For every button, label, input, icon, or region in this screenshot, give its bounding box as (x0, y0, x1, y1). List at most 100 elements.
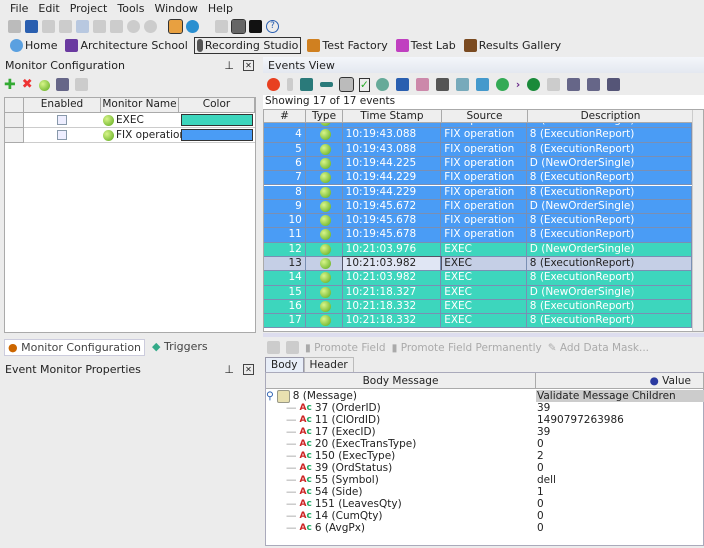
refresh-icon[interactable] (375, 78, 389, 91)
color-swatch[interactable] (181, 129, 253, 141)
tree-node-field[interactable]: — Ac 39 (OrdStatus) (286, 462, 393, 474)
perspective-test-factory[interactable]: Test Factory (305, 38, 389, 53)
event-row[interactable]: 12 10:21:03.976 EXEC D (NewOrderSingle) (264, 242, 692, 257)
forward-icon[interactable] (144, 20, 157, 33)
project-icon[interactable] (168, 19, 183, 34)
event-row[interactable]: 16 10:21:18.332 EXEC 8 (ExecutionReport) (264, 299, 692, 315)
tree-node-field[interactable]: — Ac 6 (AvgPx) (286, 522, 366, 534)
column-source[interactable]: Source (442, 110, 528, 123)
perspective-home[interactable]: Home (8, 38, 59, 53)
menu-edit[interactable]: Edit (38, 2, 60, 15)
add-monitor-icon[interactable]: ✚ (4, 76, 16, 93)
column-enabled[interactable]: Enabled (24, 98, 101, 113)
properties-icon[interactable] (607, 78, 621, 91)
event-row[interactable]: 7 10:19:44.229 FIX operation 8 (ExecutionRe… (264, 171, 692, 186)
filter-icon[interactable] (300, 78, 313, 91)
close-icon[interactable]: ✕ (243, 363, 254, 375)
export-icon[interactable] (587, 78, 601, 91)
menu-window[interactable]: Window (154, 2, 198, 15)
event-row[interactable]: 6 10:19:44.225 FIX operation D (NewOrderSin… (264, 156, 692, 172)
perspective-architecture-school[interactable]: Architecture School (63, 38, 189, 53)
event-row[interactable]: 17 10:21:18.332 EXEC 8 (ExecutionReport) (264, 314, 692, 329)
lock-icon[interactable] (339, 77, 354, 92)
user-icon[interactable] (215, 20, 228, 33)
column-number[interactable]: # (264, 110, 306, 123)
briefcase-icon[interactable] (249, 20, 262, 33)
column-timestamp[interactable]: Time Stamp (343, 110, 442, 123)
tree-node-field[interactable]: — Ac 20 (ExecTransType) (286, 438, 417, 450)
event-row[interactable]: 13 10:21:03.982 EXEC 8 (ExecutionReport) (264, 255, 692, 273)
pin-icon[interactable]: ⊥ (224, 362, 234, 376)
enabled-checkbox[interactable] (57, 115, 67, 125)
save-icon[interactable] (25, 20, 38, 33)
copy-icon[interactable] (76, 20, 89, 33)
tree-node-message[interactable]: ⚲ 8 (Message) (266, 389, 357, 403)
copy-icon[interactable] (495, 78, 509, 91)
paste-icon[interactable] (93, 20, 106, 33)
back-icon[interactable] (127, 20, 140, 33)
event-row[interactable]: 4 10:19:43.088 FIX operation 8 (ExecutionRe… (264, 128, 692, 143)
color-swatch[interactable] (181, 114, 253, 126)
menu-file[interactable]: File (10, 2, 29, 15)
menu-project[interactable]: Project (69, 2, 108, 15)
export-icon[interactable] (74, 78, 88, 91)
delete-icon[interactable] (110, 20, 123, 33)
promote-field-permanently-button[interactable]: ▮ Promote Field Permanently (391, 341, 542, 354)
chart-icon[interactable] (455, 78, 469, 91)
globe-icon[interactable] (186, 20, 199, 33)
tree-node-field[interactable]: — Ac 17 (ExecID) (286, 426, 376, 438)
tab-body[interactable]: Body (265, 357, 304, 372)
column-color[interactable]: Color (179, 98, 255, 113)
delete-monitor-icon[interactable]: ✖ (21, 77, 33, 92)
stub-icon[interactable] (475, 78, 489, 91)
import-icon[interactable] (567, 78, 581, 91)
tree-node-field[interactable]: — Ac 55 (Symbol) (286, 474, 379, 486)
expand-icon[interactable] (267, 341, 280, 354)
collapse-icon[interactable] (286, 341, 299, 354)
perspective-recording-studio[interactable]: Recording Studio (193, 37, 302, 54)
tab-triggers[interactable]: ◆ Triggers (152, 340, 208, 353)
validate-icon[interactable] (415, 78, 429, 91)
menu-help[interactable]: Help (207, 2, 233, 15)
wrench-icon[interactable] (231, 19, 246, 34)
monitor-icon[interactable] (38, 80, 50, 91)
monitor-row[interactable]: EXEC (5, 113, 255, 128)
tree-node-field[interactable]: — Ac 150 (ExecType) (286, 450, 396, 462)
add-data-mask-button[interactable]: ✎ Add Data Mask... (547, 341, 650, 354)
run-icon[interactable] (527, 78, 541, 91)
scrollbar[interactable] (692, 110, 703, 331)
monitor-row[interactable]: FIX operation (5, 128, 255, 143)
tree-node-field[interactable]: — Ac 54 (Side) (286, 486, 363, 498)
help-icon[interactable]: ? (266, 20, 279, 33)
event-row[interactable]: 11 10:19:45.678 FIX operation 8 (ExecutionR… (264, 228, 692, 243)
tree-node-field[interactable]: — Ac 14 (CumQty) (286, 510, 383, 522)
splitter[interactable] (263, 333, 704, 337)
tab-monitor-configuration[interactable]: ● Monitor Configuration (4, 339, 146, 356)
tree-node-field[interactable]: — Ac 11 (ClOrdID) (286, 414, 381, 426)
perspective-results-gallery[interactable]: Results Gallery (462, 38, 563, 53)
column-type[interactable]: Type (306, 110, 343, 123)
save-icon[interactable] (395, 78, 409, 91)
column-body-message[interactable]: Body Message (266, 373, 536, 389)
check-icon[interactable]: ✓ (359, 77, 370, 92)
pin-icon[interactable]: ⊥ (224, 58, 234, 72)
column-value[interactable]: ● Value (536, 373, 704, 389)
event-row[interactable]: 5 10:19:43.088 FIX operation 8 (ExecutionRe… (264, 142, 692, 157)
tab-header[interactable]: Header (303, 357, 354, 372)
promote-field-button[interactable]: ▮ Promote Field (305, 341, 386, 354)
import-icon[interactable] (55, 78, 69, 91)
add-icon[interactable] (59, 20, 72, 33)
search-icon[interactable] (42, 20, 55, 33)
close-icon[interactable]: ✕ (243, 59, 254, 71)
tree-node-field[interactable]: — Ac 151 (LeavesQty) (286, 498, 402, 510)
monitor-icon[interactable] (435, 78, 449, 91)
open-icon[interactable] (8, 20, 21, 33)
event-row[interactable]: 15 10:21:18.327 EXEC D (NewOrderSingle) (264, 285, 692, 300)
next-icon[interactable]: › (515, 78, 521, 91)
column-description[interactable]: Description (528, 110, 694, 123)
pause-icon[interactable] (287, 78, 293, 91)
event-row[interactable]: 8 10:19:44.229 FIX operation 8 (ExecutionRe… (264, 185, 692, 200)
perspective-test-lab[interactable]: Test Lab (394, 38, 458, 53)
tree-node-field[interactable]: — Ac 37 (OrderID) (286, 402, 381, 414)
